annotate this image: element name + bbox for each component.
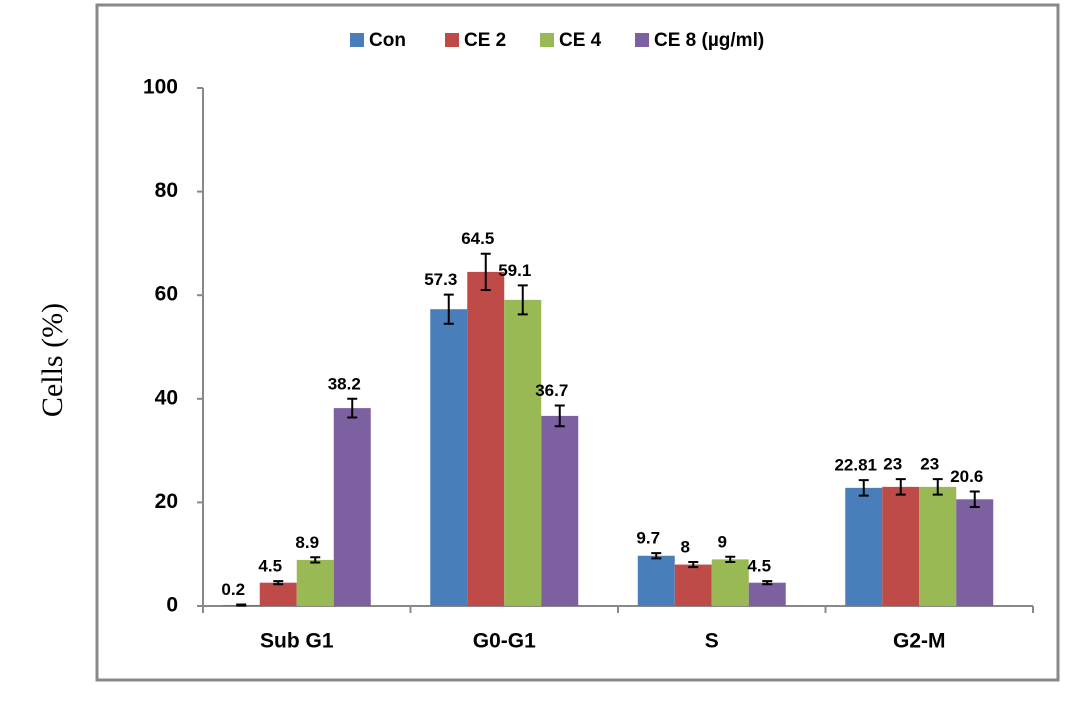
error-bar (725, 555, 736, 563)
value-label: 23 (883, 455, 902, 474)
error-bar (517, 284, 528, 316)
bar (296, 559, 334, 606)
legend-swatch (635, 33, 649, 47)
error-bar (443, 293, 454, 325)
x-tick-label: S (705, 630, 719, 653)
legend-label: Con (369, 30, 406, 51)
value-label: 4.5 (747, 557, 771, 576)
error-bar (347, 397, 358, 419)
y-tick-label: 40 (155, 386, 178, 409)
y-tick-label: 60 (155, 283, 178, 306)
bar (467, 271, 505, 606)
value-label: 59.1 (498, 261, 531, 280)
bar (956, 499, 994, 606)
error-bar (688, 560, 699, 569)
x-tick-label: G2-M (893, 630, 946, 653)
error-bar (480, 252, 491, 292)
value-label: 64.5 (461, 229, 494, 248)
legend-label: CE 8 (µg/ml) (654, 30, 764, 51)
value-label: 8.9 (295, 533, 319, 552)
bar (504, 299, 542, 606)
legend-swatch (540, 33, 554, 47)
value-label: 23 (920, 455, 939, 474)
y-tick-label: 80 (155, 179, 178, 202)
legend-swatch (445, 33, 459, 47)
error-bar (273, 580, 284, 586)
x-tick-label: G0-G1 (473, 630, 536, 653)
legend-label: CE 4 (559, 30, 602, 51)
chart-border (95, 3, 1060, 682)
x-tick-label: Sub G1 (260, 630, 334, 653)
error-bar (554, 404, 565, 428)
y-tick-label: 20 (155, 490, 178, 513)
value-label: 20.6 (950, 467, 983, 486)
value-label: 57.3 (424, 270, 457, 289)
bar (711, 559, 749, 606)
error-bar (310, 556, 321, 564)
value-label: 38.2 (328, 374, 361, 393)
bar (882, 486, 920, 606)
error-bar (651, 552, 662, 560)
y-tick-label: 100 (143, 76, 178, 99)
value-label: 36.7 (535, 381, 568, 400)
legend-label: CE 2 (464, 30, 506, 51)
bar (637, 555, 675, 606)
error-bar (932, 478, 943, 496)
error-bar (762, 580, 773, 586)
error-bar (858, 479, 869, 497)
y-axis-label: Cells (%) (36, 303, 69, 417)
y-tick-label: 0 (166, 594, 178, 617)
error-bar (969, 490, 980, 509)
value-label: 8 (681, 537, 690, 556)
error-bar (236, 603, 247, 607)
legend-swatch (350, 33, 364, 47)
bar (430, 309, 468, 606)
value-label: 0.2 (221, 580, 245, 599)
bar (674, 564, 712, 606)
bar (748, 582, 786, 606)
bar (333, 408, 371, 606)
bar (845, 487, 883, 606)
bar (259, 582, 297, 606)
bar (919, 486, 957, 606)
value-label: 22.81 (834, 456, 877, 475)
error-bar (895, 478, 906, 496)
bar (541, 415, 579, 606)
value-label: 9.7 (636, 529, 660, 548)
value-label: 4.5 (258, 557, 282, 576)
value-label: 9 (718, 532, 727, 551)
